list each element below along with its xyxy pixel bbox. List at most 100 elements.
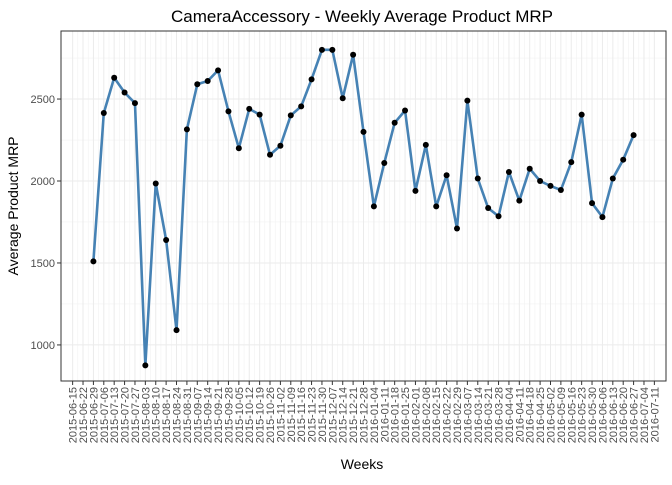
x-tick-label: 2016-03-28 (494, 387, 506, 443)
x-tick-label: 2015-07-06 (99, 387, 111, 443)
x-tick-label: 2015-08-31 (182, 387, 194, 443)
x-tick-label: 2016-06-06 (597, 387, 609, 443)
data-point (183, 126, 190, 133)
data-point (277, 142, 284, 149)
x-tick-label: 2016-05-02 (545, 387, 557, 443)
x-tick-label: 2016-01-25 (400, 387, 412, 443)
data-point (111, 74, 118, 81)
data-point (547, 182, 554, 189)
x-tick-label: 2015-06-29 (88, 387, 100, 443)
x-tick-label: 2015-11-23 (307, 387, 319, 442)
x-tick-label: 2016-02-15 (431, 387, 443, 443)
x-tick-label: 2016-02-22 (442, 387, 454, 443)
data-point (163, 237, 170, 244)
x-tick-label: 2016-01-18 (390, 387, 402, 443)
x-tick-label: 2015-08-03 (140, 387, 152, 443)
x-tick-label: 2015-11-02 (275, 387, 287, 442)
x-tick-label: 2016-05-16 (566, 387, 578, 443)
x-tick-label: 2015-07-20 (120, 387, 132, 443)
x-tick-label: 2016-03-14 (473, 387, 485, 443)
y-tick-label: 1500 (31, 258, 55, 270)
y-tick-label: 1000 (31, 340, 55, 352)
data-point (298, 103, 305, 110)
x-tick-label: 2015-11-16 (296, 387, 308, 442)
x-tick-label: 2016-05-23 (577, 387, 589, 443)
x-tick-label: 2016-02-01 (410, 387, 422, 443)
data-point (350, 51, 357, 58)
data-point (578, 111, 585, 118)
x-tick-label: 2015-07-27 (130, 387, 142, 443)
data-point (609, 175, 616, 182)
x-tick-label: 2015-06-22 (78, 387, 90, 443)
x-tick-label: 2015-10-26 (265, 387, 277, 443)
data-point (194, 81, 201, 88)
data-point (152, 180, 159, 187)
data-point (142, 362, 149, 369)
data-point (537, 178, 544, 184)
x-tick-label: 2016-03-07 (462, 387, 474, 443)
data-point (90, 258, 97, 265)
data-point (370, 203, 377, 210)
data-point (495, 213, 502, 220)
y-tick-label: 2500 (31, 94, 55, 106)
x-tick-label: 2015-09-28 (223, 387, 235, 443)
data-point (505, 168, 512, 175)
x-tick-label: 2015-08-24 (172, 387, 184, 443)
data-point (308, 76, 315, 83)
data-point (422, 141, 429, 148)
x-tick-label: 2015-10-19 (255, 387, 267, 443)
data-point (256, 111, 263, 118)
data-point (443, 172, 450, 179)
x-tick-label: 2015-12-21 (348, 387, 360, 443)
x-tick-label: 2015-10-05 (234, 387, 246, 443)
x-tick-label: 2015-12-28 (359, 387, 371, 443)
data-point (526, 165, 533, 172)
x-tick-label: 2015-10-12 (244, 387, 256, 443)
x-tick-label: 2015-12-07 (327, 387, 339, 443)
x-tick-label: 2016-07-04 (639, 387, 651, 443)
x-tick-label: 2016-04-04 (504, 387, 516, 443)
data-point (630, 132, 637, 139)
data-point (464, 97, 471, 104)
chart-title: CameraAccessory - Weekly Average Product… (171, 7, 553, 26)
x-tick-label: 2016-06-27 (629, 387, 641, 443)
x-tick-label: 2015-09-21 (213, 387, 225, 443)
data-point (453, 225, 460, 232)
data-point (329, 46, 336, 53)
data-point (225, 108, 232, 115)
data-point (599, 214, 606, 221)
x-tick-label: 2016-07-11 (649, 387, 661, 442)
x-tick-label: 2016-02-08 (421, 387, 433, 443)
data-point (173, 327, 180, 334)
data-point (516, 197, 523, 204)
data-point (360, 128, 367, 135)
data-point (381, 159, 388, 166)
x-tick-label: 2015-07-13 (109, 387, 121, 443)
x-tick-label: 2015-09-07 (192, 387, 204, 443)
x-tick-label: 2016-03-21 (483, 387, 495, 443)
data-point (474, 175, 481, 182)
data-point (412, 187, 419, 194)
data-point (620, 156, 627, 163)
y-axis: 1000 1500 2000 2500 (31, 94, 61, 352)
x-axis: 2015-06-152015-06-222015-06-292015-07-06… (68, 381, 661, 443)
y-tick-label: 2000 (31, 176, 55, 188)
x-tick-label: 2016-04-11 (514, 387, 526, 442)
x-tick-label: 2016-04-25 (535, 387, 547, 443)
data-point (215, 67, 222, 74)
x-tick-label: 2015-08-10 (151, 387, 163, 443)
data-point (557, 187, 564, 194)
x-tick-label: 2015-11-09 (286, 387, 298, 442)
x-tick-label: 2016-04-18 (525, 387, 537, 443)
x-tick-label: 2016-05-30 (587, 387, 599, 443)
data-points (90, 46, 637, 369)
x-axis-label: Weeks (341, 456, 384, 472)
data-point (318, 46, 325, 53)
x-tick-label: 2016-05-09 (556, 387, 568, 443)
x-tick-label: 2016-06-20 (618, 387, 630, 443)
data-point (204, 78, 211, 84)
data-point (131, 100, 138, 107)
data-point (267, 151, 274, 158)
